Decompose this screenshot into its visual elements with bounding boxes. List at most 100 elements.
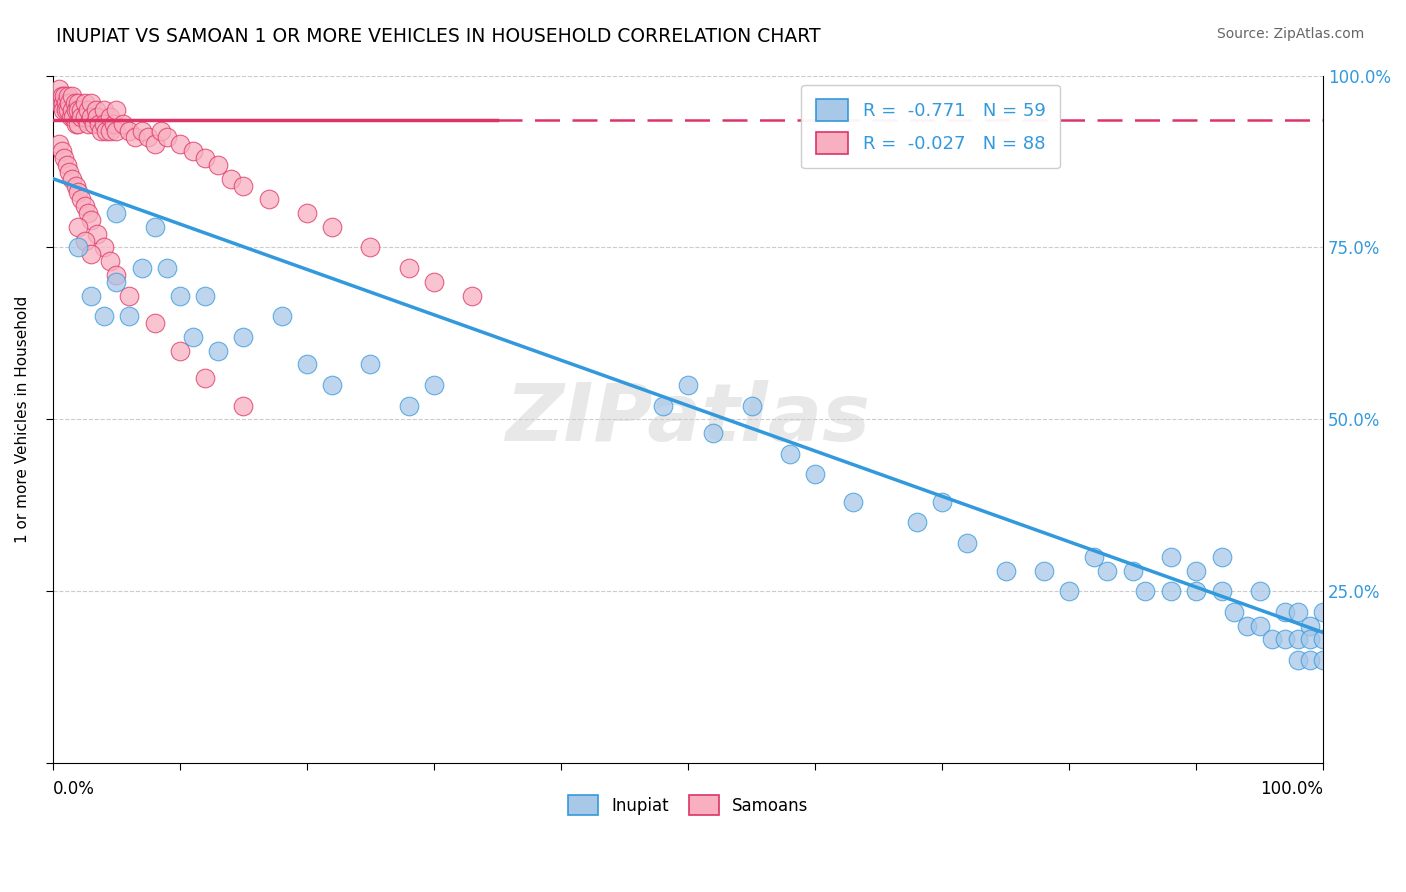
Point [194, 371, 217, 385]
Point [52, 95, 75, 110]
Point [1032, 564, 1054, 578]
Point [131, 123, 153, 137]
Point [398, 399, 420, 413]
Point [105, 103, 128, 117]
Point [65, 117, 87, 131]
Point [257, 192, 280, 206]
Point [1312, 605, 1334, 619]
Point [80, 95, 103, 110]
Point [80, 288, 103, 302]
Point [1299, 653, 1322, 667]
Text: 100.0%: 100.0% [1260, 780, 1323, 798]
Text: ZIPatlas: ZIPatlas [506, 380, 870, 458]
Point [842, 495, 865, 509]
Point [931, 495, 953, 509]
Point [48, 95, 70, 110]
Point [67, 219, 90, 234]
Point [136, 130, 159, 145]
Point [143, 316, 166, 330]
Point [73, 234, 96, 248]
Point [59, 110, 82, 124]
Point [1135, 584, 1157, 599]
Point [1160, 549, 1182, 564]
Point [905, 516, 928, 530]
Point [232, 178, 254, 193]
Point [423, 275, 446, 289]
Point [804, 467, 827, 482]
Point [741, 399, 763, 413]
Point [1160, 584, 1182, 599]
Point [118, 123, 141, 137]
Point [181, 144, 204, 158]
Point [62, 110, 84, 124]
Point [1223, 605, 1246, 619]
Point [55, 103, 77, 117]
Point [143, 219, 166, 234]
Point [93, 103, 115, 117]
Point [1286, 632, 1309, 647]
Point [1236, 618, 1258, 632]
Point [194, 288, 217, 302]
Point [67, 95, 90, 110]
Point [1286, 653, 1309, 667]
Point [1211, 549, 1233, 564]
Point [60, 89, 83, 103]
Point [90, 123, 112, 137]
Point [67, 117, 90, 131]
Point [1261, 632, 1284, 647]
Point [56, 158, 79, 172]
Point [103, 117, 125, 131]
Point [156, 130, 179, 145]
Point [53, 89, 76, 103]
Point [53, 151, 76, 165]
Point [1057, 584, 1080, 599]
Point [51, 89, 73, 103]
Point [80, 110, 103, 124]
Point [56, 103, 79, 117]
Point [118, 288, 141, 302]
Point [48, 82, 70, 96]
Point [98, 254, 121, 268]
Point [111, 117, 134, 131]
Point [77, 103, 100, 117]
Point [105, 206, 128, 220]
Point [51, 144, 73, 158]
Point [93, 117, 115, 131]
Point [83, 117, 105, 131]
Point [676, 378, 699, 392]
Legend: Inupiat, Samoans: Inupiat, Samoans [560, 787, 817, 823]
Point [105, 275, 128, 289]
Point [67, 240, 90, 254]
Point [52, 103, 75, 117]
Point [73, 199, 96, 213]
Point [1312, 632, 1334, 647]
Point [65, 103, 87, 117]
Point [169, 137, 191, 152]
Point [105, 123, 128, 137]
Point [70, 110, 93, 124]
Point [1083, 549, 1105, 564]
Point [77, 206, 100, 220]
Point [1299, 632, 1322, 647]
Point [73, 110, 96, 124]
Point [1185, 584, 1208, 599]
Point [87, 117, 110, 131]
Point [779, 447, 801, 461]
Point [1095, 564, 1118, 578]
Point [270, 309, 292, 323]
Point [84, 103, 107, 117]
Text: INUPIAT VS SAMOAN 1 OR MORE VEHICLES IN HOUSEHOLD CORRELATION CHART: INUPIAT VS SAMOAN 1 OR MORE VEHICLES IN … [56, 27, 821, 45]
Y-axis label: 1 or more Vehicles in Household: 1 or more Vehicles in Household [15, 296, 30, 543]
Point [48, 137, 70, 152]
Point [1274, 605, 1296, 619]
Point [55, 95, 77, 110]
Point [702, 426, 724, 441]
Point [96, 123, 118, 137]
Point [156, 261, 179, 276]
Point [219, 171, 242, 186]
Point [80, 247, 103, 261]
Point [232, 399, 254, 413]
Point [63, 95, 86, 110]
Point [169, 343, 191, 358]
Point [56, 89, 79, 103]
